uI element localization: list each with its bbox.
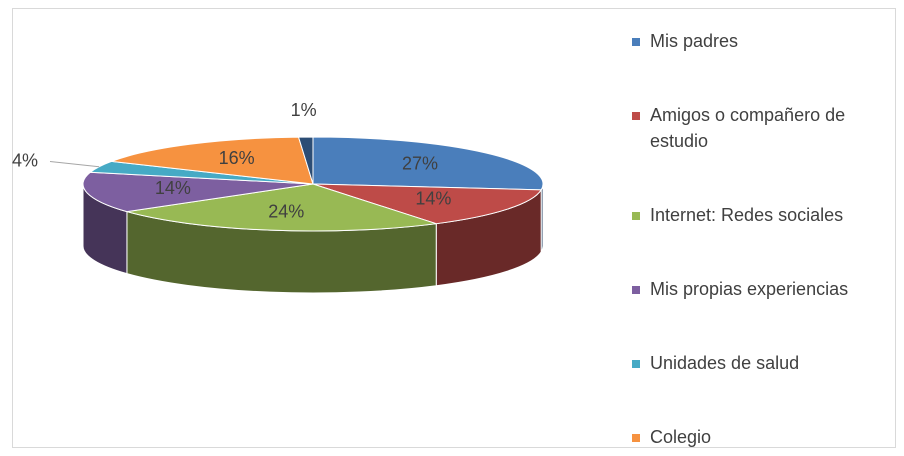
slice <box>297 136 314 185</box>
data-label: 27% <box>402 153 438 173</box>
legend-item: Colegio <box>630 424 895 450</box>
legend-item: Mis propias experiencias <box>630 276 895 302</box>
slice <box>126 183 437 232</box>
legend-marker <box>632 286 640 294</box>
legend-marker <box>632 212 640 220</box>
slice <box>111 136 314 185</box>
legend-marker <box>632 434 640 442</box>
legend-label: Internet: Redes sociales <box>650 205 844 225</box>
legend-item: Internet: Redes sociales <box>630 202 895 228</box>
legend-label: Mis padres <box>650 31 739 51</box>
legend-label: Mis propias experiencias <box>650 279 849 299</box>
legend-marker <box>632 360 640 368</box>
slice <box>82 171 314 213</box>
data-label: 16% <box>219 148 255 168</box>
legend: Mis padres Amigos o compañero de estudio I… <box>630 28 895 450</box>
leader-line <box>49 161 100 168</box>
chart-border <box>12 8 896 448</box>
slice <box>312 183 543 225</box>
slice <box>312 136 544 191</box>
legend-label: Unidades de salud <box>650 353 800 373</box>
legend-item: Amigos o compañero de estudio <box>630 102 895 154</box>
legend-marker <box>632 38 640 46</box>
legend-item: Mis padres <box>630 28 895 54</box>
data-label: 1% <box>291 100 317 120</box>
data-label: 14% <box>155 178 191 198</box>
data-label: 4% <box>12 150 38 170</box>
legend-marker <box>632 112 640 120</box>
legend-label: Amigos o compañero de estudio <box>650 105 846 151</box>
legend-label: Colegio <box>650 427 712 447</box>
data-label: 14% <box>415 188 451 208</box>
data-label: 24% <box>268 201 304 221</box>
legend-item: Unidades de salud <box>630 350 895 376</box>
